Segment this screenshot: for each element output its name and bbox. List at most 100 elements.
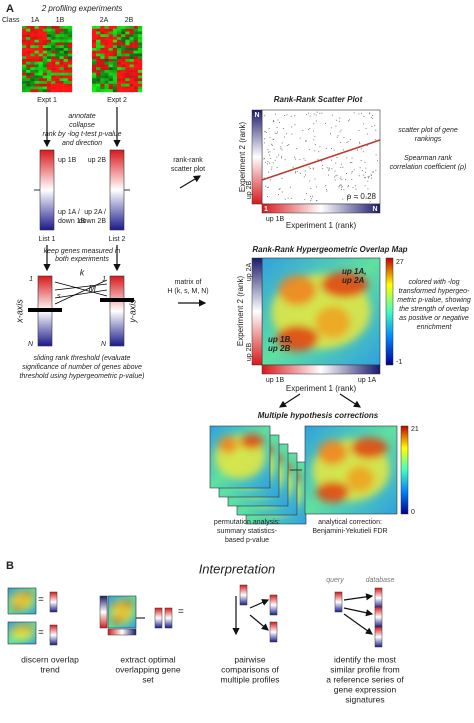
note: based p-value [225, 537, 269, 544]
caption: pairwise [234, 654, 265, 664]
cell [38, 48, 44, 51]
point [340, 184, 342, 186]
point [368, 175, 370, 177]
cell [133, 61, 139, 65]
cell [125, 78, 130, 82]
note: summary statistics- [217, 528, 278, 535]
point [302, 130, 304, 132]
point [347, 141, 349, 143]
cell [38, 81, 44, 84]
point [364, 177, 366, 179]
map-frame [7, 621, 37, 645]
cell [51, 81, 56, 84]
cell [42, 89, 48, 93]
point [288, 144, 290, 146]
cell [137, 34, 143, 38]
cell [59, 72, 64, 76]
cell [55, 53, 60, 57]
cell [125, 42, 130, 46]
cell [38, 72, 44, 76]
cell [42, 31, 48, 35]
k-label: k [80, 267, 85, 277]
cell [59, 34, 64, 38]
cell [38, 42, 44, 46]
point [276, 133, 278, 135]
cell [30, 67, 35, 71]
point [296, 171, 298, 173]
cell [51, 78, 56, 82]
cell [104, 86, 109, 90]
cell [96, 48, 101, 51]
cell [96, 34, 101, 38]
point [338, 186, 340, 188]
cell [55, 31, 60, 35]
experiment-label: Expt 1 [37, 97, 57, 104]
cell [67, 89, 73, 93]
cell [30, 28, 35, 32]
point [280, 146, 282, 148]
caption: extract optimal [120, 654, 175, 664]
interpretation-icons: = = = [7, 584, 383, 648]
point [318, 151, 320, 153]
cell [108, 78, 114, 82]
cell [104, 72, 109, 76]
cell [22, 78, 27, 82]
point [340, 129, 342, 131]
note: sliding rank threshold (evaluate [34, 355, 131, 362]
blob [120, 610, 129, 620]
cell [96, 75, 101, 79]
colorbar [400, 425, 409, 515]
cell [104, 53, 109, 57]
cell [129, 72, 134, 76]
point [351, 178, 353, 180]
point [307, 112, 309, 114]
point [367, 133, 369, 135]
cell [133, 75, 139, 79]
cell [26, 26, 31, 29]
cell [30, 78, 35, 82]
point [339, 117, 341, 119]
cell [38, 34, 44, 38]
point [264, 115, 266, 117]
cell [117, 50, 122, 54]
panel-label: A [6, 3, 14, 15]
rank-label: up 1A [358, 377, 377, 384]
cell [47, 81, 52, 84]
cell [108, 61, 114, 65]
cell [96, 26, 101, 29]
point [264, 138, 266, 140]
cell [121, 59, 126, 62]
point [364, 185, 366, 187]
point [350, 161, 352, 163]
map-annotation: up 1A, [342, 267, 366, 276]
cell [121, 81, 126, 84]
cell [26, 39, 31, 43]
cell [51, 64, 56, 68]
blobs [312, 437, 390, 503]
point [284, 136, 286, 138]
cell [22, 37, 27, 40]
cell [100, 28, 105, 32]
cell [59, 59, 64, 62]
cell [59, 39, 64, 43]
cell [38, 67, 44, 71]
mini-list [49, 624, 58, 646]
point [284, 198, 286, 200]
point [271, 168, 273, 170]
blobs [10, 624, 34, 641]
point [274, 132, 276, 134]
cell [133, 70, 139, 73]
mini-list [269, 621, 278, 643]
map-frame [107, 595, 137, 629]
cell [30, 59, 35, 62]
cell [92, 37, 97, 40]
cell [121, 45, 126, 49]
mini-map [7, 587, 37, 615]
rank-bar [251, 257, 263, 366]
class-label: Class [2, 17, 20, 24]
point [346, 172, 348, 174]
cell [121, 34, 126, 38]
cell [137, 72, 143, 76]
point [265, 185, 267, 187]
point [314, 150, 316, 152]
